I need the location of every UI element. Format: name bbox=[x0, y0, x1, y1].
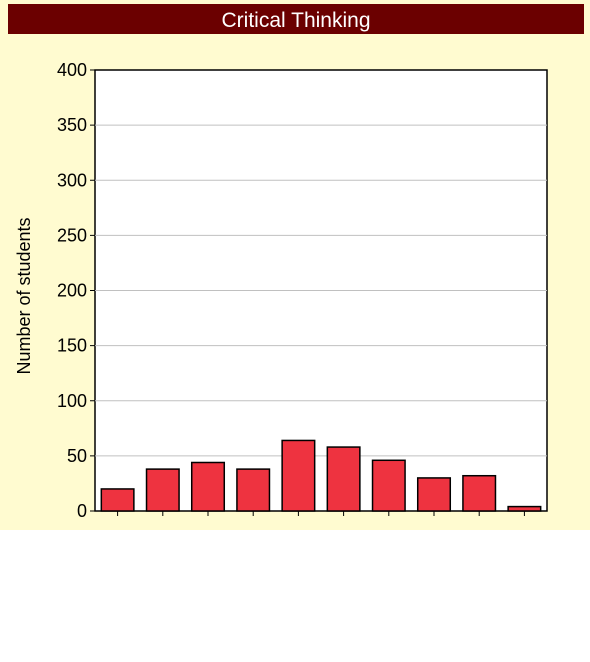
y-ticks: 0 50 100 150 200 250 300 350 400 bbox=[57, 60, 95, 521]
bar bbox=[371, 459, 406, 512]
bar bbox=[281, 439, 316, 512]
title-band bbox=[8, 4, 584, 34]
bar bbox=[236, 468, 271, 512]
y-axis-title: Number of students bbox=[14, 217, 34, 374]
bars bbox=[100, 439, 542, 512]
redacted-region bbox=[0, 530, 590, 662]
x-ticks bbox=[117, 511, 525, 516]
y-tick-label: 300 bbox=[57, 170, 87, 190]
bar bbox=[326, 446, 361, 512]
bar bbox=[507, 505, 542, 512]
y-tick-label: 200 bbox=[57, 281, 87, 301]
bar bbox=[190, 461, 226, 512]
chart-title: Critical Thinking bbox=[222, 9, 371, 32]
y-tick-label: 50 bbox=[67, 446, 87, 466]
gridlines bbox=[95, 124, 547, 457]
y-tick-label: 150 bbox=[57, 336, 87, 356]
y-tick-label: 100 bbox=[57, 391, 87, 411]
bar bbox=[462, 474, 497, 512]
bar bbox=[416, 477, 452, 512]
bar bbox=[100, 488, 135, 512]
y-tick-label: 400 bbox=[57, 60, 87, 80]
y-tick-label: 350 bbox=[57, 115, 87, 135]
y-tick-label: 250 bbox=[57, 225, 87, 245]
y-tick-label: 0 bbox=[77, 501, 87, 521]
bar bbox=[145, 468, 180, 512]
